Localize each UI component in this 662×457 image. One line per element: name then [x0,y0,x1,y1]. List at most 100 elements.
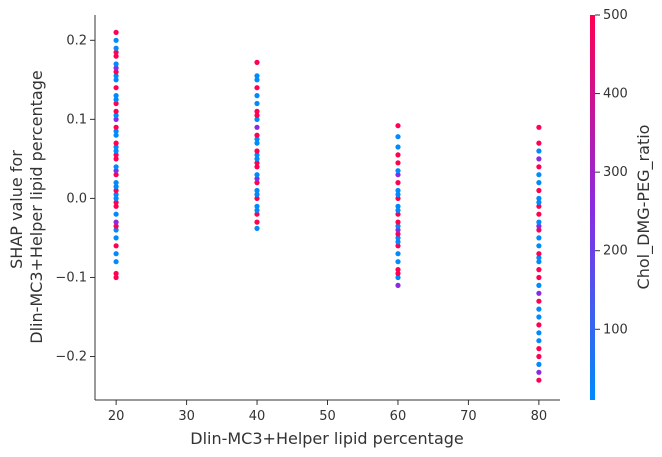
scatter-point [536,322,542,328]
scatter-point [536,255,542,261]
scatter-point [254,225,260,231]
scatter-point [254,203,260,209]
scatter-point [254,195,260,201]
scatter-point [536,330,542,336]
scatter-point [254,207,260,213]
scatter-point [536,243,542,249]
y-tick-label: 0.0 [66,191,87,206]
scatter-point [113,184,119,190]
scatter-point [536,227,542,233]
y-tick-label: −0.2 [55,350,87,365]
scatter-point [536,172,542,178]
scatter-point [254,116,260,122]
y-tick-label: −0.1 [55,270,87,285]
scatter-point [113,199,119,205]
scatter-point [113,29,119,35]
scatter-point [254,160,260,166]
scatter-point [395,251,401,257]
scatter-point [113,274,119,281]
scatter-point [395,223,401,229]
x-tick-label: 40 [249,409,266,424]
scatter-point [254,112,260,118]
x-tick-label: 20 [108,409,125,424]
scatter-point [536,148,542,154]
scatter-point [113,270,119,277]
scatter-point [395,160,401,166]
scatter-point [536,338,542,344]
scatter-point [395,227,401,233]
scatter-point [113,45,119,51]
y-tick-label: 0.2 [66,33,87,48]
scatter-point [254,136,260,142]
scatter-point [395,282,401,288]
scatter-points [113,29,542,383]
x-axis-label: Dlin-MC3+Helper lipid percentage [190,429,464,448]
scatter-point [254,85,260,91]
scatter-point [536,211,542,217]
scatter-point [113,93,119,99]
scatter-point [254,191,260,198]
y-axis-label: SHAP value for Dlin-MC3+Helper lipid per… [7,70,46,344]
scatter-point [113,124,119,130]
scatter-point [536,203,542,209]
scatter-point [536,195,542,201]
scatter-point [536,199,542,205]
scatter-point [254,73,260,79]
scatter-point [536,353,542,360]
scatter-point [395,231,401,237]
scatter-point [254,176,260,182]
scatter-point [254,211,260,217]
scatter-point [254,156,260,162]
scatter-point [254,108,260,114]
scatter-point [254,148,260,154]
scatter-point [254,219,260,225]
colorbar-gradient [590,15,595,400]
colorbar-label: Chol_DMG-PEG_ratio [634,125,654,290]
scatter-point [254,93,260,99]
y-axis-label-line-2: Dlin-MC3+Helper lipid percentage [27,70,46,344]
x-tick-label: 50 [319,409,336,424]
scatter-point [536,140,542,146]
scatter-point [395,219,401,225]
scatter-point [113,112,119,118]
scatter-point [395,267,401,273]
colorbar-ticks: 100 200 300 400 500 [595,8,628,337]
y-ticks: −0.2 −0.1 0.0 0.1 0.2 [55,33,95,365]
scatter-point [536,282,542,288]
scatter-point [395,235,401,241]
scatter-point [395,239,401,245]
scatter-point [113,259,119,265]
scatter-point [536,124,542,130]
scatter-point [113,49,119,55]
scatter-point [113,191,119,198]
scatter-point [536,180,542,186]
scatter-point [113,251,119,257]
scatter-point [536,361,542,367]
scatter-point [254,172,260,178]
scatter-point [536,377,542,383]
scatter-point [113,164,119,170]
scatter-point [536,235,542,241]
scatter-point [536,223,542,229]
scatter-point [254,77,260,83]
scatter-point [254,140,260,146]
scatter-point [113,69,119,75]
scatter-point [395,187,401,194]
scatter-point [536,369,542,375]
scatter-point [113,180,119,186]
scatter-point [536,164,542,170]
scatter-point [536,346,542,352]
scatter-point [536,290,542,296]
scatter-point [395,191,401,198]
scatter-point [113,156,119,162]
colorbar-tick-label: 400 [603,87,628,102]
scatter-point [254,180,260,186]
scatter-point [113,223,119,229]
scatter-point [113,172,119,178]
scatter-point [113,53,119,59]
scatter-point [536,267,542,273]
scatter-point [395,168,401,174]
x-tick-label: 70 [460,409,477,424]
scatter-point [113,152,119,158]
